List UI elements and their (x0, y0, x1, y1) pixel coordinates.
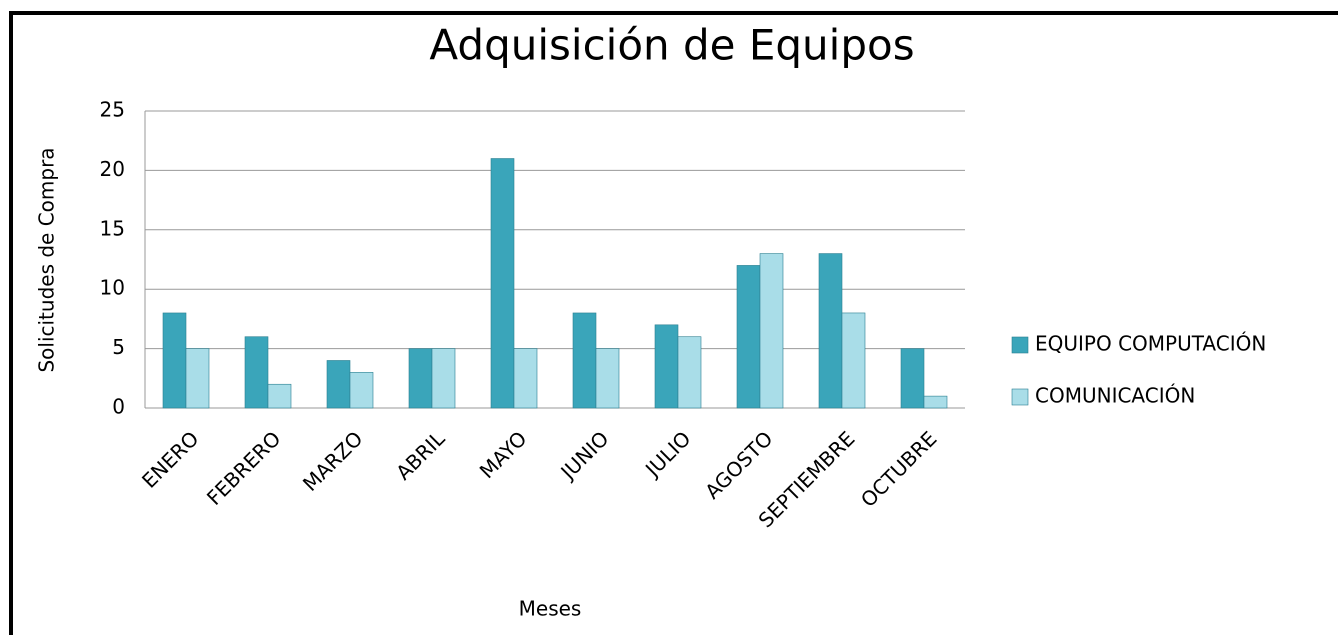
x-tick-label: JULIO (639, 426, 695, 482)
bar (572, 312, 597, 409)
legend-label: EQUIPO COMPUTACIÓN (1035, 332, 1266, 356)
bar (244, 336, 269, 409)
bar (923, 395, 948, 409)
bar (818, 253, 843, 409)
y-tick-label: 5 (112, 335, 125, 359)
x-axis-label: Meses (519, 597, 582, 621)
chart-border (9, 11, 1338, 635)
bar (841, 312, 866, 409)
y-axis-label: Solicitudes de Compra (35, 147, 59, 372)
legend-swatch (1011, 336, 1029, 354)
bar (326, 360, 351, 409)
legend-swatch (1011, 388, 1029, 406)
bar (408, 348, 433, 409)
y-tick-label: 20 (100, 157, 125, 181)
bar (513, 348, 538, 409)
x-tick-label: MARZO (298, 426, 367, 495)
x-tick-label: OCTUBRE (856, 426, 941, 511)
bar (677, 336, 702, 409)
bar (267, 383, 292, 409)
x-tick-label: ENERO (137, 426, 203, 492)
chart-title: Adquisición de Equipos (429, 21, 914, 70)
bar (759, 253, 784, 409)
bar (595, 348, 620, 409)
bar (162, 312, 187, 409)
bar (185, 348, 210, 409)
bar (736, 265, 761, 409)
legend-label: COMUNICACIÓN (1035, 384, 1195, 408)
y-tick-label: 0 (112, 395, 125, 419)
bar (900, 348, 925, 409)
bar (654, 324, 679, 409)
y-tick-label: 15 (100, 216, 125, 240)
x-tick-label: AGOSTO (700, 426, 777, 503)
bar (349, 372, 374, 409)
y-tick-label: 25 (100, 98, 125, 122)
bar (490, 158, 515, 409)
y-tick-label: 10 (100, 276, 125, 300)
x-tick-label: FEBRERO (202, 426, 285, 509)
bar (431, 348, 456, 409)
x-tick-label: ABRIL (391, 426, 450, 485)
x-tick-label: MAYO (475, 426, 532, 483)
x-tick-label: JUNIO (555, 426, 614, 485)
